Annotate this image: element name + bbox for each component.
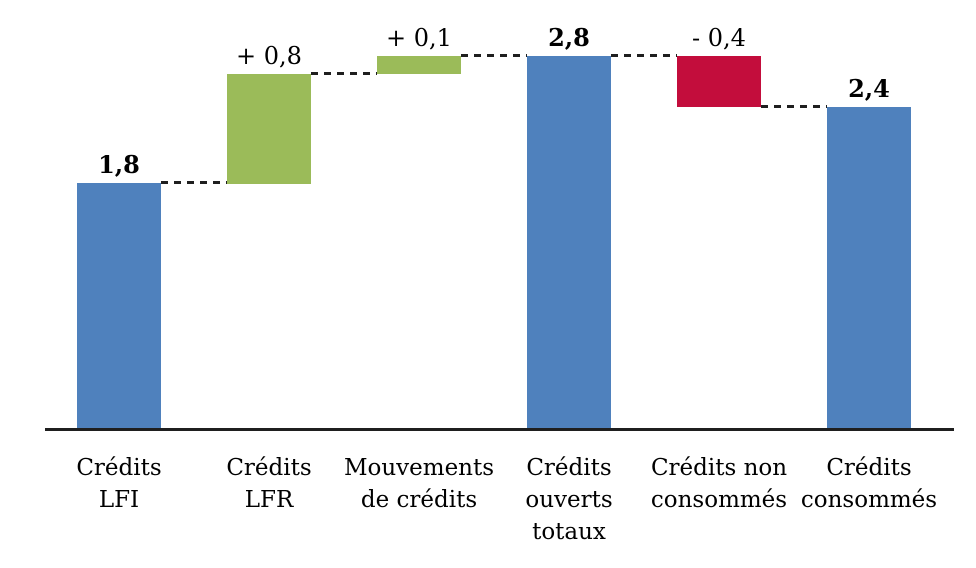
bar-mouvements-de-credits [377,56,461,74]
category-label-line: Crédits [226,455,312,481]
bar-credits-consommes [827,107,911,430]
value-label-credits-consommes: 2,4 [848,74,890,103]
value-label-credits-ouverts-totaux: 2,8 [548,23,590,52]
category-label-mouvements-de-credits: Mouvements de crédits [329,452,509,516]
value-label-mouvements-de-credits: + 0,1 [386,24,452,52]
category-label-line: LFI [98,487,140,513]
bar-credits-lfr [227,74,311,184]
category-label-line: Crédits non [650,455,788,481]
category-label-credits-consommes: Crédits consommés [779,452,959,516]
category-label-credits-lfr: Crédits LFR [179,452,359,516]
x-axis-line [45,428,954,431]
value-label-credits-lfi: 1,8 [98,150,140,179]
connector-line-3 [461,54,527,57]
bar-credits-lfi [77,183,161,430]
category-label-line: Crédits [76,455,162,481]
category-label-line: de crédits [360,487,478,513]
category-label-line: consommés [650,487,788,513]
category-label-line: totaux [532,519,606,545]
category-label-line: Mouvements [343,455,495,481]
value-label-credits-non-consommes: - 0,4 [692,24,746,52]
category-label-line: consommés [800,487,938,513]
bar-credits-non-consommes [677,56,761,107]
category-label-line: Crédits [826,455,912,481]
category-label-line: Crédits [526,455,612,481]
category-label-line: ouverts [525,487,613,513]
category-label-line: LFR [244,487,294,513]
connector-line-1 [161,181,227,184]
value-label-credits-lfr: + 0,8 [236,42,302,70]
connector-line-2 [311,72,377,75]
category-label-credits-lfi: Crédits LFI [29,452,209,516]
connector-line-4 [611,54,677,57]
category-label-credits-non-consommes: Crédits non consommés [629,452,809,516]
bar-credits-ouverts-totaux [527,56,611,430]
category-label-credits-ouverts-totaux: Crédits ouverts totaux [479,452,659,548]
connector-line-5 [761,105,827,108]
